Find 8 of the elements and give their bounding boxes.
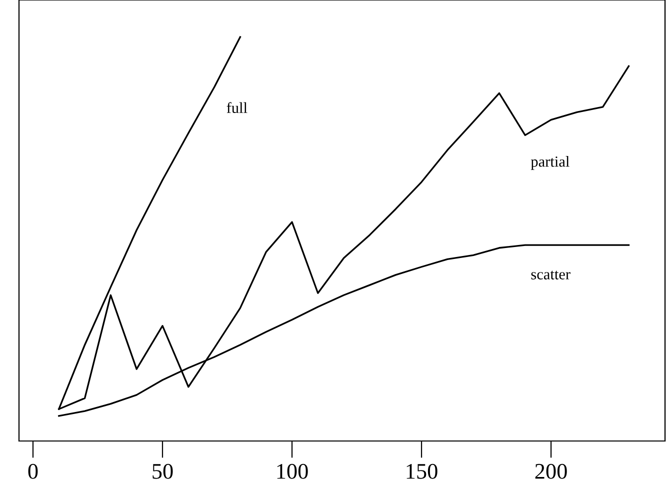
x-tick-label: 200 bbox=[535, 464, 567, 479]
x-tick-label: 150 bbox=[406, 464, 438, 479]
series-label: scatter bbox=[531, 270, 570, 280]
x-tick-label: 100 bbox=[277, 464, 308, 479]
series-label: partial bbox=[530, 156, 570, 170]
series-label: full bbox=[226, 102, 248, 114]
x-tick-label: 0 bbox=[28, 464, 38, 479]
x-tick-label: 50 bbox=[152, 464, 173, 479]
